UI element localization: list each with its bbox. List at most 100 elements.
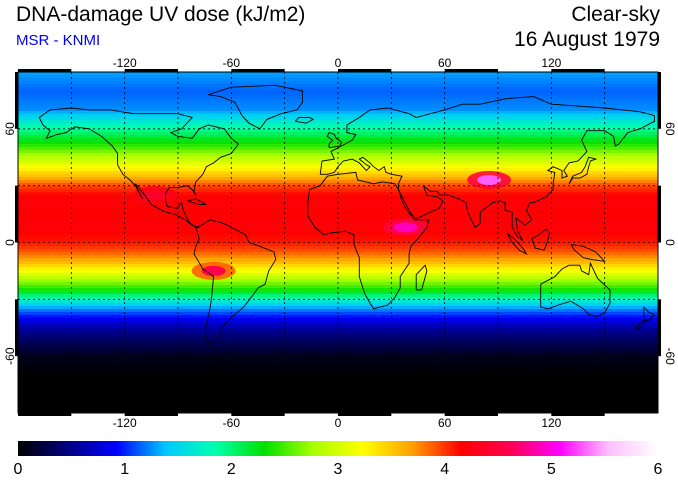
dose-band [18, 240, 658, 244]
dose-band [18, 168, 658, 172]
dose-band [18, 330, 658, 334]
lon-tick-label-top: 120 [541, 56, 561, 70]
date-label: 16 August 1979 [514, 28, 660, 51]
dose-band [18, 324, 658, 328]
lat-tick-label-left: 0 [3, 239, 17, 246]
coastline [506, 232, 528, 256]
lon-tick-label-bottom: 0 [335, 416, 342, 430]
frame-segment [658, 299, 661, 357]
frame-segment [231, 413, 285, 416]
coastline [415, 264, 428, 291]
frame-segment [124, 413, 178, 416]
frame-segment [18, 413, 72, 416]
coastline [568, 156, 598, 185]
sky-condition-label: Clear-sky [571, 3, 660, 26]
dose-band [18, 348, 658, 352]
dose-band [18, 345, 658, 349]
dose-band [18, 294, 658, 298]
dose-band [18, 120, 658, 124]
dose-band [18, 135, 658, 139]
coastline [193, 219, 277, 346]
dose-band [18, 408, 658, 412]
dose-band [18, 255, 658, 259]
dose-band [18, 150, 658, 154]
dose-band [18, 153, 658, 157]
dose-band [18, 228, 658, 232]
coastline [294, 117, 315, 124]
frame-segment [444, 69, 498, 72]
colorbar-tick-label: 0 [14, 461, 23, 478]
dose-band [18, 333, 658, 337]
lon-tick-label-bottom: -120 [113, 416, 137, 430]
frame-segment [338, 69, 392, 72]
coastline [643, 306, 656, 321]
dose-band [18, 303, 658, 307]
frame-segment [15, 299, 18, 357]
dose-band [18, 129, 658, 133]
dose-band [18, 258, 658, 262]
dose-band [18, 93, 658, 97]
lat-tick-label-right: -60 [663, 347, 677, 365]
map-axis-labels: -120 -120 -60 -60 0 0 60 60 120 120 60 60 0 0 -60 -60 [3, 56, 677, 430]
lon-tick-label-top: 60 [438, 56, 452, 70]
coastline [531, 228, 551, 251]
dose-band [18, 108, 658, 112]
dose-band [18, 390, 658, 394]
dose-band [18, 114, 658, 118]
dose-band [18, 360, 658, 364]
dose-band [18, 279, 658, 283]
colorbar-tick-label: 5 [547, 461, 556, 478]
lon-tick-label-top: 0 [335, 56, 342, 70]
coastline [18, 363, 658, 391]
dose-band [18, 84, 658, 88]
colorbar-tick-label: 3 [334, 461, 343, 478]
dose-band [18, 309, 658, 313]
dose-band [18, 78, 658, 82]
lon-tick-label-bottom: 60 [438, 416, 452, 430]
dose-band [18, 189, 658, 193]
dose-band [18, 90, 658, 94]
dose-band [18, 219, 658, 223]
frame-segment [551, 413, 605, 416]
coastline [208, 84, 303, 130]
dose-band [18, 369, 658, 373]
dose-band [18, 270, 658, 274]
colorbar-tick-label: 2 [227, 461, 236, 478]
lon-tick-label-top: -120 [113, 56, 137, 70]
frame-segment [551, 69, 605, 72]
coastlines [18, 84, 658, 391]
frame-segment [658, 72, 661, 129]
dose-band [18, 225, 658, 229]
frame-segment [231, 69, 285, 72]
coastline [326, 132, 343, 149]
frame-segment [15, 72, 18, 129]
lon-tick-label-bottom: 120 [541, 416, 561, 430]
frame-segment [15, 185, 18, 243]
lon-tick-label-top: -60 [223, 56, 241, 70]
graticule [18, 72, 658, 413]
frame-segment [658, 185, 661, 243]
dose-hotspot-core [142, 190, 167, 201]
frame-segment [338, 413, 392, 416]
lat-tick-label-right: 0 [663, 239, 677, 246]
dose-band [18, 405, 658, 409]
dose-band [18, 363, 658, 367]
dose-band [18, 378, 658, 382]
dose-hotspot-core [393, 222, 418, 233]
dose-hotspot-core [201, 265, 226, 276]
dose-band [18, 339, 658, 343]
colorbar-tick-label: 1 [120, 461, 129, 478]
dose-band [18, 195, 658, 199]
dose-band [18, 180, 658, 184]
lat-tick-label-left: 60 [3, 122, 17, 136]
dose-band [18, 183, 658, 187]
dose-band [18, 75, 658, 79]
coastline [186, 198, 207, 206]
frame-segment [18, 69, 72, 72]
dose-band [18, 264, 658, 268]
frame-segment [124, 69, 178, 72]
dose-band [18, 300, 658, 304]
dose-band [18, 105, 658, 109]
colorbar-tick-labels: 0 1 2 3 4 5 6 [14, 461, 663, 478]
